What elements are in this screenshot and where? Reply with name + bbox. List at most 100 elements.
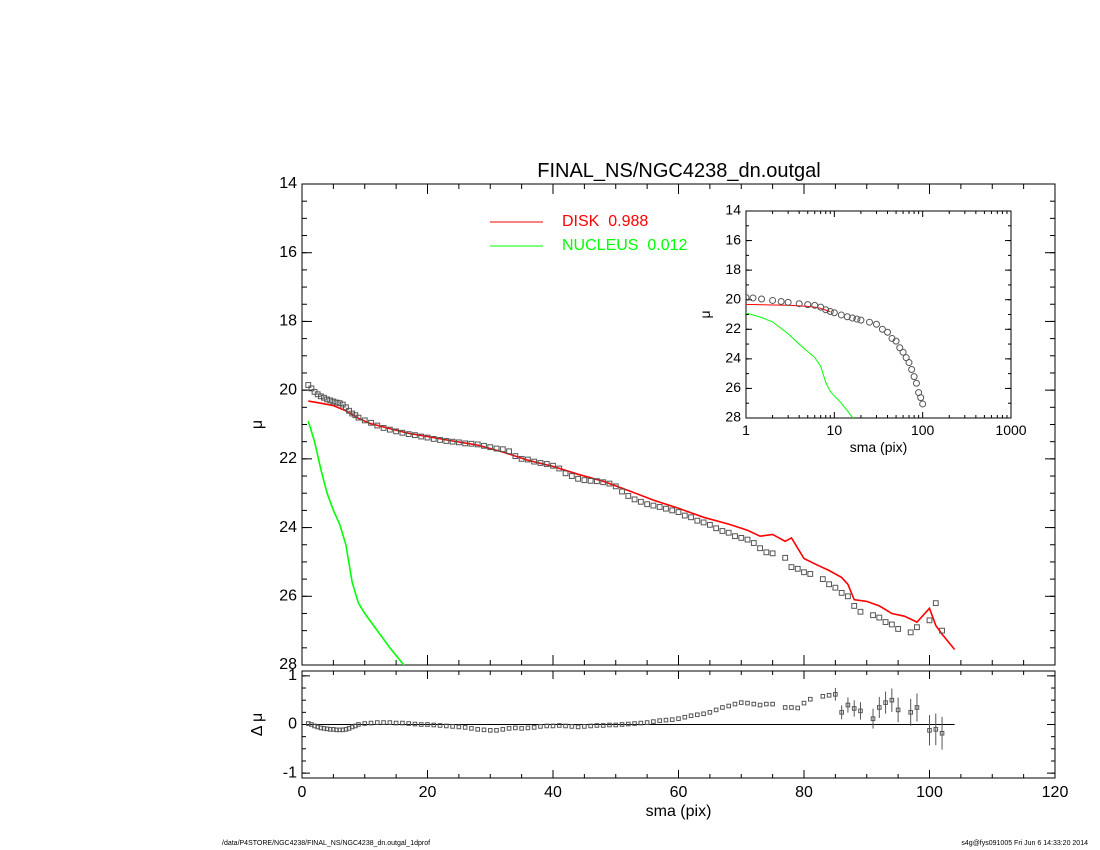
y-tick-label: 20: [279, 381, 297, 398]
data-point: [713, 525, 720, 532]
data-point: [455, 439, 462, 446]
data-point: [305, 382, 312, 388]
data-point: [644, 720, 650, 725]
disk-profile-line: [308, 400, 956, 651]
y-tick-label: 16: [725, 231, 741, 247]
data-point: [563, 723, 568, 729]
data-point: [669, 717, 675, 722]
data-point: [412, 432, 418, 439]
data-point: [914, 624, 920, 631]
data-point: [919, 400, 927, 408]
nucleus-profile-line: [307, 420, 405, 665]
data-point: [801, 569, 807, 576]
plot-frame: [301, 183, 1056, 666]
data-point: [469, 726, 474, 731]
data-point: [333, 399, 340, 406]
main-plot-panel: 14 16 18 20 22 24 26 28 μ: [249, 175, 1056, 673]
data-point: [519, 726, 524, 731]
data-point: [892, 337, 900, 345]
data-point: [619, 722, 625, 727]
data-point: [832, 584, 839, 591]
data-point: [600, 479, 607, 486]
data-point: [437, 437, 443, 443]
data-point: [882, 619, 889, 625]
data-point: [355, 414, 362, 421]
data-point: [758, 295, 766, 303]
data-point: [568, 473, 575, 479]
data-point: [612, 483, 619, 490]
data-point: [644, 501, 651, 508]
data-point: [600, 723, 606, 728]
data-point: [732, 533, 738, 540]
data-point: [387, 720, 393, 725]
data-point: [575, 475, 582, 482]
y-tick-label: 20: [725, 290, 741, 306]
data-point: [656, 504, 663, 510]
data-point: [569, 724, 575, 729]
data-point: [594, 478, 600, 485]
data-point: [400, 720, 405, 726]
y-tick-label: 28: [279, 656, 297, 673]
data-point: [713, 707, 719, 713]
data-point: [487, 444, 494, 451]
data-point: [418, 722, 424, 727]
footer-file-path: /data/P4STORE/NGC4238/FINAL_NS/NGC4238_d…: [222, 840, 431, 847]
data-point: [562, 470, 569, 477]
data-point: [807, 571, 814, 577]
data-point: [822, 306, 830, 314]
data-point: [744, 536, 751, 543]
data-point: [663, 717, 669, 723]
data-point: [681, 512, 688, 519]
x-tick-label: 1000: [995, 422, 1026, 438]
data-point: [632, 721, 637, 726]
data-point: [349, 410, 356, 417]
data-point: [675, 509, 682, 516]
data-point: [462, 725, 468, 730]
data-point: [361, 417, 368, 424]
y-tick-label: 28: [725, 409, 741, 425]
data-point: [543, 461, 550, 467]
data-point: [782, 705, 788, 710]
data-point: [437, 723, 443, 728]
data-point: [493, 445, 500, 452]
data-point: [899, 348, 907, 356]
data-point: [386, 426, 393, 433]
data-point: [732, 701, 738, 707]
data-point: [910, 373, 918, 381]
data-point: [556, 723, 562, 728]
data-point: [393, 720, 399, 726]
data-point: [582, 724, 587, 729]
data-point: [688, 514, 694, 521]
footer-timestamp: s4g@fys091005 Fri Jun 6 14:33:20 2014: [961, 840, 1088, 847]
y-tick-label: 0: [288, 716, 297, 733]
data-point: [851, 603, 858, 609]
data-point: [462, 440, 469, 447]
data-point: [784, 298, 792, 306]
data-point: [888, 621, 895, 628]
data-point: [746, 293, 750, 301]
data-point: [613, 722, 619, 728]
data-point: [581, 477, 588, 484]
data-point: [619, 488, 625, 495]
data-point: [706, 521, 713, 528]
data-point: [431, 722, 437, 728]
data-point: [405, 431, 412, 438]
data-point: [870, 612, 876, 619]
data-point: [368, 720, 374, 726]
x-tick-label: 40: [544, 784, 562, 801]
x-tick-label: 10: [827, 422, 843, 438]
data-point: [853, 315, 861, 323]
y-tick-label: 22: [279, 450, 297, 467]
data-point: [575, 724, 581, 730]
data-point: [676, 716, 681, 721]
data-point: [695, 712, 700, 718]
data-point: [751, 701, 757, 707]
x-tick-label: 80: [795, 784, 813, 801]
data-point: [843, 313, 851, 321]
y-tick-label: 26: [279, 588, 297, 605]
data-point: [356, 722, 361, 727]
data-point: [757, 702, 763, 708]
data-point: [324, 396, 331, 403]
